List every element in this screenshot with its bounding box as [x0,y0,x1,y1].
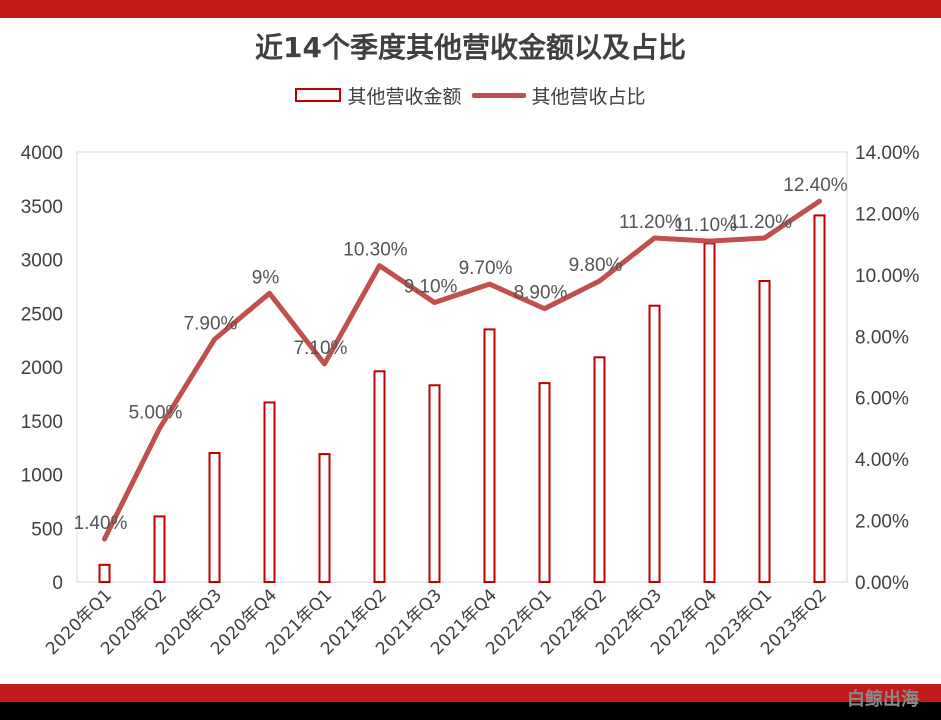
bar [538,382,551,583]
bar [593,356,606,584]
y-left-tick-label: 3500 [21,197,63,218]
bottom-border-bar [0,684,941,702]
y-right-tick-label: 12.00% [855,204,920,225]
line-data-label: 8.90% [514,283,568,304]
y-left-tick-label: 0 [52,573,63,594]
line-data-label: 9% [252,267,280,288]
legend-item-line: 其他营收占比 [471,82,646,109]
line-data-label: 1.40% [74,513,128,534]
y-right-tick-label: 10.00% [855,266,920,287]
bar [758,280,771,583]
bar [263,401,276,583]
y-left-tick-label: 3000 [21,251,63,272]
line-data-label: 9.80% [569,255,623,276]
y-left-tick-label: 500 [31,519,63,540]
bar [428,384,441,583]
line-data-label: 7.90% [184,313,238,334]
y-right-tick-label: 6.00% [855,389,909,410]
legend-item-bar: 其他营收金额 [295,82,462,109]
y-left-tick-label: 2500 [21,304,63,325]
legend-bar-label: 其他营收金额 [347,85,462,108]
bar [153,515,166,583]
bar [813,214,826,584]
bar [703,242,716,583]
y-left-tick-label: 1500 [21,412,63,433]
y-left-tick-label: 2000 [21,358,63,379]
line-data-label: 11.20% [729,212,792,233]
line-data-label: 10.30% [343,240,408,261]
plot-area [76,151,848,583]
line-data-label: 9.70% [459,258,513,279]
bar [648,304,661,583]
legend-line-label: 其他营收占比 [531,85,646,108]
watermark-text: 白鲸出海 [847,689,919,710]
y-left-tick-label: 1000 [21,466,63,487]
bar [98,563,111,583]
line-data-label: 11.20% [619,212,682,233]
line-data-label: 5.00% [129,402,183,423]
y-left-tick-label: 4000 [21,143,63,164]
bar [373,370,386,583]
y-right-tick-label: 2.00% [855,512,909,533]
legend-line-swatch [471,92,526,98]
chart-title: 近14个季度其他营收金额以及占比 [255,31,686,64]
line-data-label: 9.10% [404,277,458,298]
y-right-tick-label: 8.00% [855,327,909,348]
percentage-line [102,198,822,542]
line-data-label: 7.10% [294,338,348,359]
bar [208,452,221,583]
bar [483,328,496,583]
legend-bar-swatch [295,88,342,102]
line-data-label: 11.10% [674,215,737,236]
y-right-tick-label: 14.00% [855,143,920,164]
chart-legend: 其他营收金额 其他营收占比 [0,82,941,108]
line-data-label: 12.40% [783,175,848,196]
bar [318,453,331,584]
y-right-tick-label: 4.00% [855,450,909,471]
top-border-bar [0,0,941,18]
y-right-tick-label: 0.00% [855,573,909,594]
